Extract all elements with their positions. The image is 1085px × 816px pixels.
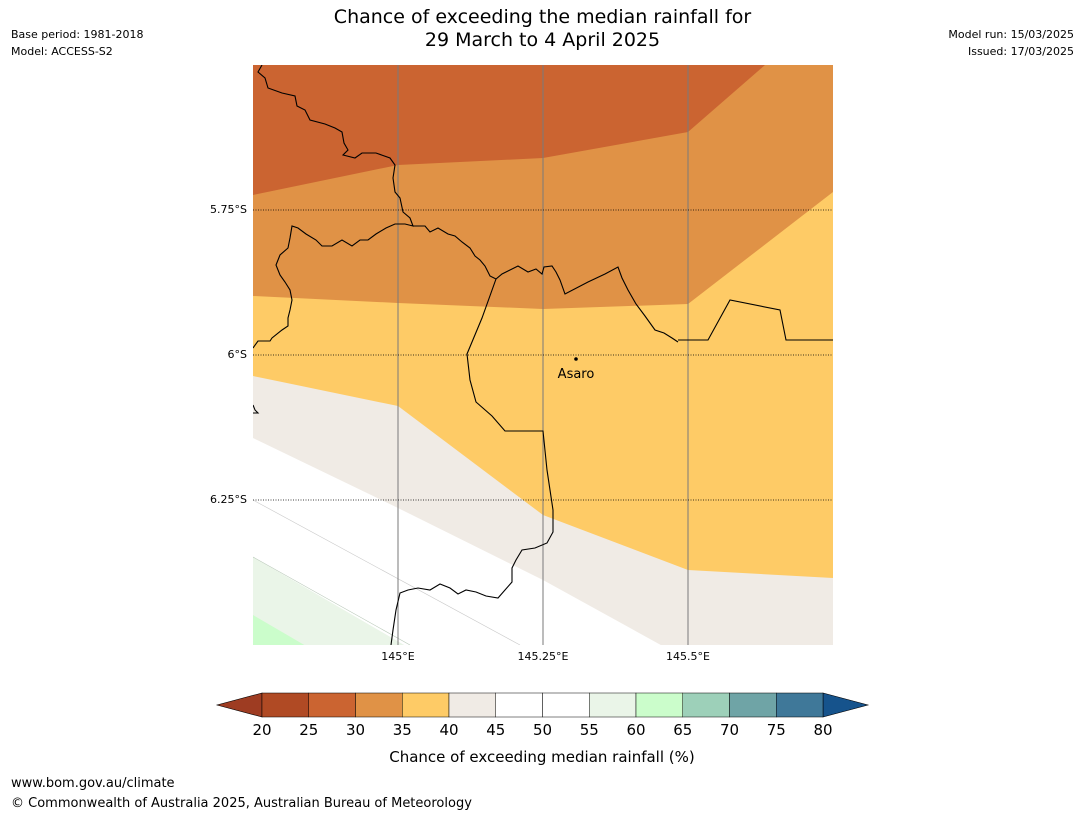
colorbar-tick-label: 70 <box>720 721 739 739</box>
colorbar-tick-label: 75 <box>767 721 786 739</box>
colorbar-swatch <box>355 692 403 718</box>
colorbar-tick-label: 20 <box>252 721 271 739</box>
colorbar-label: Chance of exceeding median rainfall (%) <box>389 748 694 766</box>
meta-left: Base period: 1981-2018 Model: ACCESS-S2 <box>11 26 143 60</box>
colorbar-swatch <box>682 692 730 718</box>
lon-tick-145-25e: 145.25°E <box>518 650 569 663</box>
colorbar-swatch <box>589 692 637 718</box>
colorbar-swatch <box>635 692 683 718</box>
asaro-marker <box>574 357 578 361</box>
colorbar-swatch <box>495 692 543 718</box>
title-line-2: 29 March to 4 April 2025 <box>424 29 661 51</box>
base-period-text: Base period: 1981-2018 <box>11 28 144 41</box>
lat-tick-6-25s: 6.25°S <box>210 493 247 506</box>
province-boundary-west <box>253 65 414 349</box>
zone-45-55 <box>253 438 661 645</box>
lon-tick-145-5e: 145.5°E <box>666 650 710 663</box>
lat-tick-5-75s: 5.75°S <box>210 203 247 216</box>
colorbar-tick-label: 50 <box>533 721 552 739</box>
province-boundary-south <box>390 278 554 645</box>
lon-tick-145e: 145°E <box>381 650 414 663</box>
footer-copyright: © Commonwealth of Australia 2025, Austra… <box>11 796 472 811</box>
footer-url: www.bom.gov.au/climate <box>11 776 175 791</box>
colorbar-tick-label: 35 <box>393 721 412 739</box>
map-area: Asaro <box>253 65 833 645</box>
colorbar-extend-under <box>215 692 263 718</box>
meta-right: Model run: 15/03/2025 Issued: 17/03/2025 <box>948 26 1074 60</box>
colorbar-tick-label: 55 <box>580 721 599 739</box>
lat-tick-6s: 6°S <box>228 348 247 361</box>
contour-line <box>253 556 411 645</box>
boundary-fragment <box>253 404 260 414</box>
province-boundary-east <box>678 299 833 341</box>
colorbar-tick-label: 40 <box>439 721 458 739</box>
colorbar-swatch <box>729 692 777 718</box>
colorbar-tick-label: 65 <box>673 721 692 739</box>
colorbar-tick-label: 80 <box>813 721 832 739</box>
colorbar-swatch <box>402 692 450 718</box>
colorbar-swatch <box>448 692 496 718</box>
colorbar-extend-over <box>822 692 870 718</box>
map-title: Chance of exceeding the median rainfall … <box>0 6 1085 52</box>
asaro-label: Asaro <box>558 367 595 382</box>
model-text: Model: ACCESS-S2 <box>11 45 113 58</box>
footer: www.bom.gov.au/climate © Commonwealth of… <box>11 774 472 814</box>
province-boundary-mid <box>413 225 679 343</box>
colorbar-swatch <box>542 692 590 718</box>
colorbar-tick-label: 45 <box>486 721 505 739</box>
colorbar-tick-label: 25 <box>299 721 318 739</box>
colorbar-tick-label: 30 <box>346 721 365 739</box>
zone-55-60 <box>253 557 405 645</box>
colorbar-swatch <box>261 692 309 718</box>
colorbar: 20 25 30 35 40 45 50 55 60 65 70 75 80 <box>215 692 870 739</box>
zone-60-65 <box>253 615 305 645</box>
colorbar-tick-label: 60 <box>626 721 645 739</box>
contour-line <box>253 499 521 645</box>
model-run-text: Model run: 15/03/2025 <box>948 28 1074 41</box>
colorbar-swatch <box>776 692 824 718</box>
colorbar-swatch <box>308 692 356 718</box>
issued-text: Issued: 17/03/2025 <box>967 45 1074 58</box>
title-line-1: Chance of exceeding the median rainfall … <box>333 6 752 28</box>
